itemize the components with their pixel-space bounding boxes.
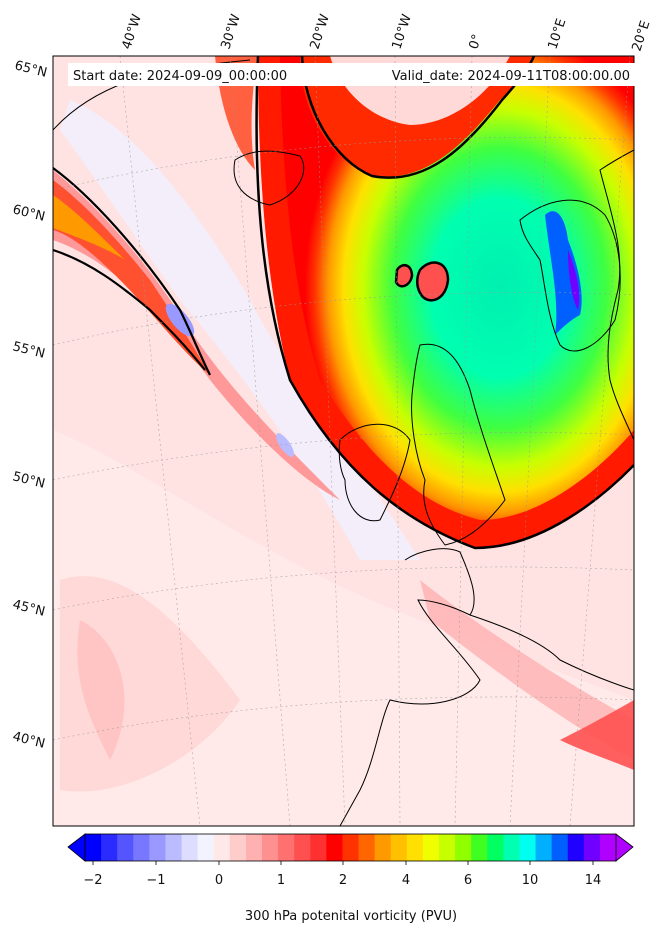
lon-label-10w: 10°W: [390, 12, 415, 51]
colorbar-cell: [197, 834, 215, 861]
colorbar-cell: [422, 834, 440, 861]
colorbar-cell: [165, 834, 182, 861]
colorbar-cell: [133, 834, 150, 861]
colorbar-cell: [213, 834, 231, 861]
lat-label-65n: 65°N: [13, 58, 48, 80]
colorbar-tick-label: 1: [277, 873, 285, 888]
colorbar-cell: [551, 834, 569, 861]
colorbar-frame: [84, 833, 617, 862]
valid-date-label: Valid_date: 2024-09-11T08:00:00.00: [392, 69, 630, 84]
colorbar-cell: [310, 834, 327, 861]
header-box: [68, 63, 635, 86]
lat-label-55n: 55°N: [11, 339, 46, 361]
colorbar-cell: [101, 834, 118, 861]
colorbar-cell: [181, 834, 199, 861]
colorbar-cell: [278, 834, 295, 861]
colorbar-cell: [599, 834, 617, 861]
colorbar-cell: [471, 834, 488, 861]
lon-label-30w: 30°W: [219, 12, 244, 51]
map-frame: [52, 55, 635, 827]
colorbar-max-extend: [615, 833, 634, 862]
colorbar-tick-label: −1: [146, 873, 165, 888]
colorbar: −2 −1 0 1 2 4 6 10 14 300 hPa potenital vorticit…: [67, 833, 634, 924]
lon-label-40w: 40°W: [120, 12, 145, 51]
colorbar-cell: [439, 834, 456, 861]
colorbar-cell: [406, 834, 424, 861]
colorbar-cell: [390, 834, 408, 861]
colorbar-tick-label: 2: [339, 873, 347, 888]
colorbar-cell: [455, 834, 472, 861]
lon-label-20w: 20°W: [308, 12, 333, 51]
colorbar-tick-label: −2: [83, 873, 102, 888]
colorbar-cell: [487, 834, 504, 861]
pv-field: [53, 56, 634, 826]
colorbar-cell: [535, 834, 553, 861]
colorbar-cell: [503, 834, 520, 861]
lat-label-45n: 45°N: [11, 597, 46, 619]
colorbar-tick-label: 6: [464, 873, 472, 888]
colorbar-cell: [374, 834, 392, 861]
colorbar-cell: [567, 834, 585, 861]
colorbar-cell: [262, 834, 279, 861]
lon-label-0: 0°: [467, 33, 486, 52]
start-date-label: Start date: 2024-09-09_00:00:00: [73, 69, 287, 84]
colorbar-cell: [358, 834, 376, 861]
lat-label-60n: 60°N: [11, 202, 46, 224]
colorbar-title: 300 hPa potenital vorticity (PVU): [245, 909, 457, 924]
lon-label-20e: 20°E: [630, 19, 654, 53]
colorbar-min-extend: [67, 833, 86, 862]
lat-label-40n: 40°N: [11, 729, 46, 751]
colorbar-cell: [326, 834, 343, 861]
lat-label-50n: 50°N: [11, 469, 46, 491]
colorbar-cell: [245, 834, 263, 861]
colorbar-cell: [229, 834, 247, 861]
colorbar-cell: [583, 834, 601, 861]
colorbar-cell: [85, 834, 102, 861]
colorbar-tick-label: 4: [402, 873, 410, 888]
colorbar-cell: [342, 834, 359, 861]
colorbar-tick-label: 14: [585, 873, 602, 888]
colorbar-tick-label: 10: [522, 873, 539, 888]
colorbar-cell: [149, 834, 166, 861]
colorbar-cell: [294, 834, 311, 861]
colorbar-cell: [117, 834, 134, 861]
colorbar-tick-label: 0: [215, 873, 223, 888]
colorbar-cell: [519, 834, 536, 861]
lon-label-10e: 10°E: [546, 17, 570, 51]
